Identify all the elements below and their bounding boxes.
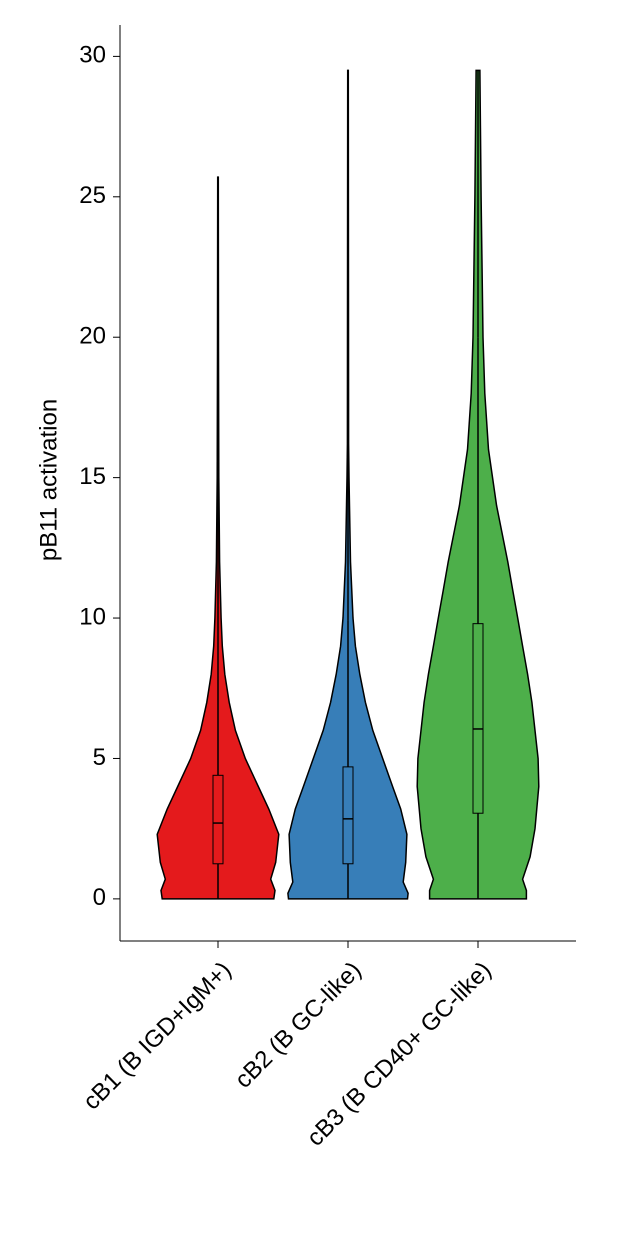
y-tick-label: 5	[93, 744, 106, 771]
y-tick-label: 15	[79, 463, 106, 490]
x-tick-label: cB2 (B GC-like)	[230, 957, 367, 1094]
y-tick-label: 10	[79, 603, 106, 630]
box	[342, 766, 354, 865]
y-tick-label: 30	[79, 42, 106, 69]
x-tick-label: cB1 (B IGD+IgM+)	[78, 957, 237, 1116]
y-tick-label: 0	[93, 884, 106, 911]
y-tick-label: 20	[79, 323, 106, 350]
box	[212, 774, 224, 865]
box	[472, 623, 484, 814]
y-axis-label: pB11 activation	[35, 399, 62, 561]
y-tick-label: 25	[79, 182, 106, 209]
